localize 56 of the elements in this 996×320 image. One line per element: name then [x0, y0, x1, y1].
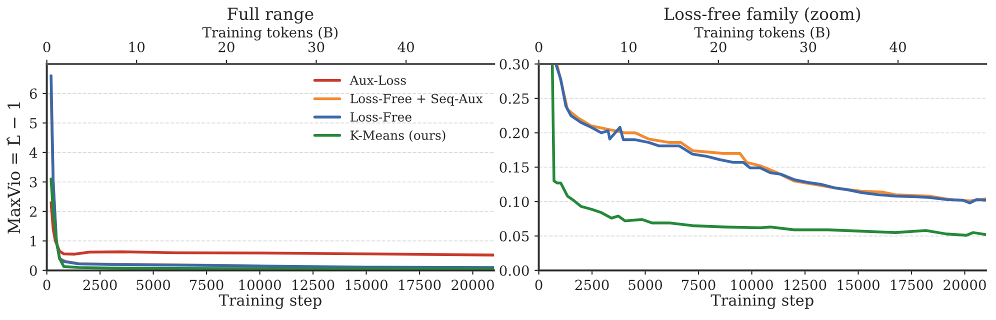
x-tick-label: 10000 — [239, 280, 281, 290]
x2-tick-label: 40 — [890, 42, 906, 52]
line-series — [50, 178, 494, 270]
x2-tick-label: 10 — [621, 42, 637, 52]
legend-label: Loss-Free — [350, 112, 412, 122]
x2-tick-label: 20 — [218, 42, 234, 52]
y-tick-label: 0.05 — [500, 230, 529, 242]
y-tick-label: 4 — [29, 147, 38, 158]
y-tick-label: 0 — [30, 265, 37, 276]
x2-tick-label: 10 — [129, 42, 145, 52]
y-tick-label: 5 — [30, 118, 37, 128]
chart-title: Full range — [228, 7, 314, 24]
legend-label: Aux-Loss — [350, 76, 406, 85]
y-tick-label: 0.00 — [500, 265, 529, 276]
x-axis-title: Training step — [710, 294, 814, 310]
x-tick-label: 10000 — [731, 280, 773, 290]
x-tick-label: 17500 — [399, 280, 441, 290]
x-tick-label: 7500 — [190, 280, 224, 290]
x-tick-label: 5000 — [136, 280, 170, 290]
x-tick-label: 0 — [43, 280, 50, 290]
x2-tick-label: 40 — [398, 42, 414, 52]
y-tick-label: 3 — [30, 176, 37, 188]
line-series — [50, 201, 494, 256]
x-tick-label: 20000 — [452, 280, 494, 290]
y-tick-label: 0.20 — [500, 128, 529, 138]
x-axis-title: Training step — [218, 294, 322, 310]
x-tick-label: 12500 — [784, 280, 826, 290]
line-series — [550, 64, 986, 237]
y-tick-label: 2 — [30, 206, 36, 217]
y-tick-label: 1 — [30, 236, 36, 246]
x-tick-label: 7500 — [682, 280, 716, 290]
x-tick-label: 2500 — [575, 280, 609, 290]
x2-tick-label: 0 — [535, 42, 542, 52]
y-tick-label: 6 — [30, 88, 37, 99]
y-tick-label: 0.15 — [500, 162, 529, 173]
x-tick-label: 15000 — [838, 280, 880, 290]
x-tick-label: 15000 — [346, 280, 388, 290]
chart-title: Loss-free family (zoom) — [664, 7, 860, 24]
y-axis-title: MaxVio = L̂ − 1 — [6, 102, 20, 234]
x-tick-label: 17500 — [891, 280, 933, 290]
x-tick-label: 5000 — [628, 280, 662, 290]
x2-tick-label: 30 — [308, 42, 324, 52]
x2-axis-title: Training tokens (B) — [202, 26, 338, 40]
x2-tick-label: 20 — [710, 42, 726, 52]
x2-tick-label: 0 — [43, 42, 50, 52]
x-tick-label: 2500 — [83, 280, 117, 290]
y-tick-label: 0.25 — [500, 93, 529, 104]
x-tick-label: 0 — [535, 280, 542, 290]
x-tick-label: 12500 — [292, 280, 334, 290]
y-tick-label: 0.30 — [500, 58, 529, 70]
x2-axis-title: Training tokens (B) — [694, 26, 830, 40]
legend-label: K-Means (ours) — [350, 130, 446, 142]
x2-tick-label: 30 — [800, 42, 816, 52]
legend-label: Loss-Free + Seq-Aux — [350, 94, 483, 106]
y-tick-label: 0.10 — [500, 196, 529, 208]
x-tick-label: 20000 — [944, 280, 986, 290]
